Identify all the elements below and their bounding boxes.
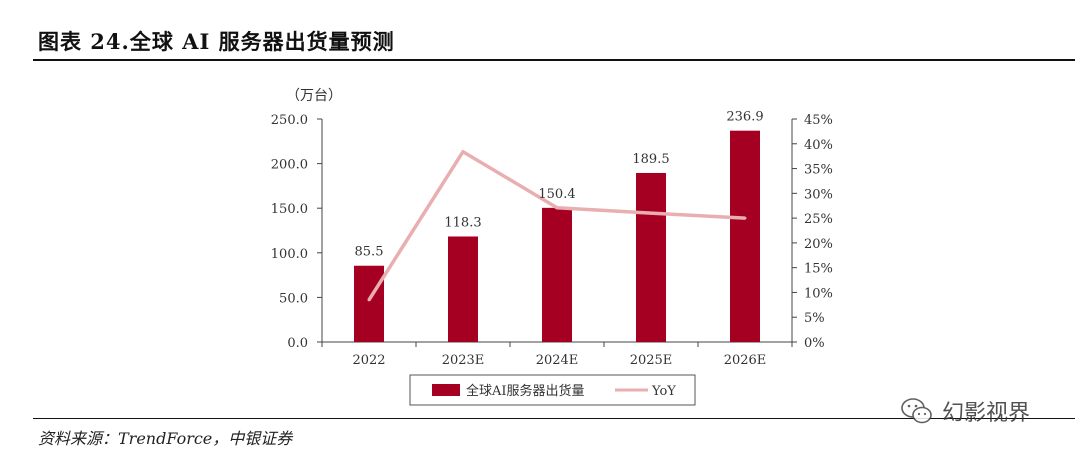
y-right-tick-label: 5% bbox=[804, 311, 825, 326]
yoy-point bbox=[367, 298, 371, 302]
bar-series bbox=[354, 130, 760, 342]
figure-title: 图表 24.全球 AI 服务器出货量预测 bbox=[38, 29, 395, 54]
top-rule bbox=[33, 59, 1075, 61]
bar bbox=[636, 172, 666, 342]
bar-data-label: 85.5 bbox=[355, 245, 384, 260]
legend: 全球AI服务器出货量 YoY bbox=[409, 374, 696, 406]
y-left-tick-label: 0.0 bbox=[287, 336, 308, 351]
y-right-tick-label: 15% bbox=[804, 262, 833, 277]
y-left-tick-label: 250.0 bbox=[271, 113, 308, 128]
y-right-tick-label: 35% bbox=[804, 163, 833, 178]
watermark-text: 幻影视界 bbox=[942, 401, 1031, 426]
y-right-tick-label: 30% bbox=[804, 187, 833, 202]
yoy-line-series bbox=[367, 149, 747, 302]
x-tick-label: 2023E bbox=[442, 353, 485, 368]
x-tick-label: 2026E bbox=[724, 353, 767, 368]
bottom-rule bbox=[33, 418, 1075, 419]
y-right-tick-label: 20% bbox=[804, 237, 833, 252]
source-note: 资料来源：TrendForce，中银证券 bbox=[38, 429, 293, 448]
y-right-tick-label: 25% bbox=[804, 212, 833, 227]
bar bbox=[354, 265, 384, 342]
y-right-tick-label: 45% bbox=[804, 113, 833, 128]
legend-label-bar: 全球AI服务器出货量 bbox=[466, 383, 585, 399]
bar bbox=[730, 130, 760, 342]
chart-axes: 0.0 50.0 100.0 150.0 200.0 250.0 （万台） 0% 5% 10% 15… bbox=[271, 88, 833, 368]
y-left-unit-label: （万台） bbox=[286, 88, 342, 104]
bar-data-label: 236.9 bbox=[726, 110, 763, 125]
yoy-point bbox=[555, 206, 559, 210]
yoy-point bbox=[461, 150, 465, 154]
bar bbox=[448, 236, 478, 342]
wechat-icon bbox=[901, 398, 932, 424]
bar-data-label: 118.3 bbox=[444, 215, 481, 230]
bar-data-label: 150.4 bbox=[538, 187, 575, 202]
y-left-tick-label: 150.0 bbox=[271, 202, 308, 217]
data-labels: 85.5 118.3 150.4 189.5 236.9 bbox=[355, 110, 764, 260]
x-tick-label: 2024E bbox=[536, 353, 579, 368]
x-tick-label: 2022 bbox=[352, 353, 385, 368]
bar bbox=[542, 207, 572, 342]
y-left-tick-label: 50.0 bbox=[279, 291, 308, 306]
y-right-tick-label: 10% bbox=[804, 286, 833, 301]
y-right-tick-label: 0% bbox=[804, 336, 825, 351]
x-tick-label: 2025E bbox=[630, 353, 673, 368]
y-left-tick-label: 200.0 bbox=[271, 158, 308, 173]
yoy-point bbox=[649, 211, 653, 215]
y-left-tick-label: 100.0 bbox=[271, 247, 308, 262]
y-right-tick-label: 40% bbox=[804, 138, 833, 153]
watermark: 幻影视界 bbox=[900, 394, 1030, 428]
legend-swatch-bar bbox=[432, 384, 460, 396]
yoy-point bbox=[743, 216, 747, 220]
legend-label-line: YoY bbox=[651, 384, 676, 399]
bar-data-label: 189.5 bbox=[632, 152, 669, 167]
